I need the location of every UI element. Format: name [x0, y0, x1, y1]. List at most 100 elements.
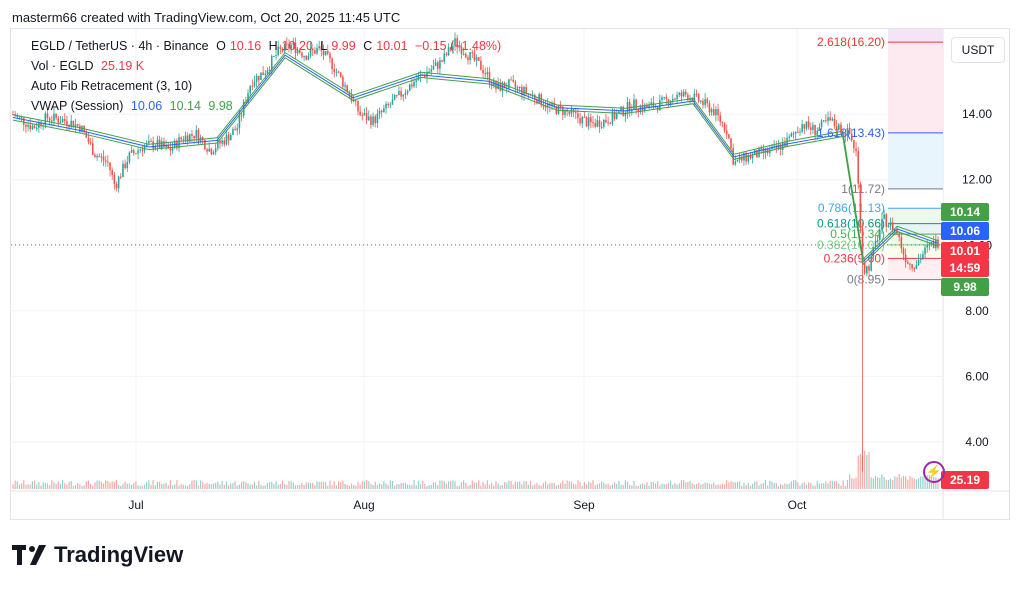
candle-body — [721, 121, 724, 124]
price-label-upper: 10.14 — [941, 203, 989, 221]
candle-body — [665, 96, 668, 100]
volume-bar — [771, 481, 773, 489]
candle-body — [680, 92, 683, 97]
candle-body — [745, 152, 747, 162]
candle-body — [574, 112, 577, 114]
volume-bar — [603, 482, 605, 489]
volume-bar — [661, 483, 663, 489]
candle-body — [773, 145, 775, 147]
volume-bar — [402, 483, 404, 489]
volume-bar — [711, 484, 713, 489]
candle-body — [46, 113, 49, 119]
volume-bar — [27, 484, 29, 489]
volume-bar — [790, 481, 792, 489]
volume-bar — [598, 483, 601, 489]
candle-body — [208, 148, 211, 152]
candle-body — [104, 160, 107, 162]
candle-body — [503, 82, 506, 89]
volume-bar — [516, 482, 519, 489]
volume-bar — [463, 480, 465, 489]
legend-vwap[interactable]: VWAP (Session) 10.06 10.14 9.98 — [31, 99, 237, 113]
volume-bar — [251, 484, 253, 489]
candle-body — [747, 155, 750, 162]
volume-bar — [348, 485, 350, 489]
candle-body — [408, 84, 411, 91]
candle-body — [704, 99, 706, 106]
volume-bar — [335, 485, 338, 489]
volume-bar — [396, 484, 398, 489]
volume-bar — [613, 482, 616, 489]
candle-body — [171, 147, 174, 151]
candle-body — [486, 72, 489, 75]
candle-body — [359, 111, 361, 116]
legend-symbol: EGLD / TetherUS · 4h · Binance — [31, 39, 209, 53]
volume-bar — [626, 481, 629, 489]
candle-body — [600, 126, 603, 128]
candle-body — [475, 57, 478, 61]
volume-bar — [268, 481, 271, 489]
volume-bar — [680, 480, 683, 489]
candle-body — [98, 155, 101, 157]
volume-bar — [611, 484, 614, 489]
candle-body — [122, 163, 124, 178]
volume-bar — [657, 481, 659, 489]
candle-body — [305, 56, 308, 60]
legend-vwap-value: 10.06 — [130, 99, 163, 113]
volume-bar — [708, 483, 711, 489]
candle-body — [152, 141, 154, 149]
fib-band — [888, 188, 943, 209]
candle-body — [374, 116, 377, 124]
lightning-icon[interactable]: ⚡ — [923, 461, 945, 483]
legend-volume[interactable]: Vol · EGLD 25.19 K — [31, 59, 148, 73]
fib-label: 0.382(10.01) — [817, 238, 885, 252]
currency-button[interactable]: USDT — [951, 37, 1005, 63]
candle-body — [324, 51, 327, 56]
candle-body — [646, 104, 648, 108]
candle-body — [22, 117, 25, 125]
volume-bar — [633, 480, 635, 489]
candle-body — [477, 57, 480, 61]
candle-body — [751, 154, 754, 159]
candle-body — [678, 92, 681, 95]
candle-body — [523, 87, 525, 95]
candle-body — [395, 94, 398, 96]
candle-body — [387, 103, 389, 106]
volume-bar — [443, 481, 445, 489]
volume-bar — [823, 483, 825, 489]
volume-bar — [478, 480, 480, 489]
volume-bar — [739, 481, 741, 489]
candle-body — [592, 122, 594, 124]
volume-bar — [342, 480, 344, 489]
volume-bar — [678, 483, 680, 489]
volume-bar — [920, 476, 922, 489]
volume-bar — [307, 482, 309, 489]
volume-bar — [404, 482, 407, 489]
candle-body — [150, 140, 152, 142]
candle-body — [314, 50, 316, 54]
volume-bar — [851, 477, 853, 489]
candle-body — [447, 47, 450, 56]
candle-body — [120, 176, 122, 178]
legend-fib[interactable]: Auto Fib Retracement (3, 10) — [31, 79, 196, 93]
volume-bar — [16, 481, 18, 489]
volume-bar — [100, 481, 103, 489]
volume-bar — [150, 484, 152, 489]
candle-body — [874, 240, 877, 248]
tradingview-logo[interactable]: TradingView — [12, 542, 183, 568]
candle-body — [497, 82, 499, 89]
candle-body — [279, 46, 282, 49]
candle-body — [462, 53, 465, 55]
candle-body — [898, 233, 900, 237]
volume-bar — [337, 481, 340, 489]
volume-bar — [870, 477, 872, 489]
candle-body — [917, 260, 920, 265]
volume-bar — [691, 483, 693, 489]
vwap-upper-band — [12, 51, 939, 261]
chart-frame[interactable]: 4.006.008.0010.0012.0014.00JulAugSepOct2… — [10, 28, 1010, 520]
candle-body — [723, 123, 726, 131]
volume-bar — [12, 484, 14, 489]
volume-bar — [529, 481, 532, 489]
volume-bar — [333, 481, 335, 489]
candle-body — [309, 48, 312, 56]
